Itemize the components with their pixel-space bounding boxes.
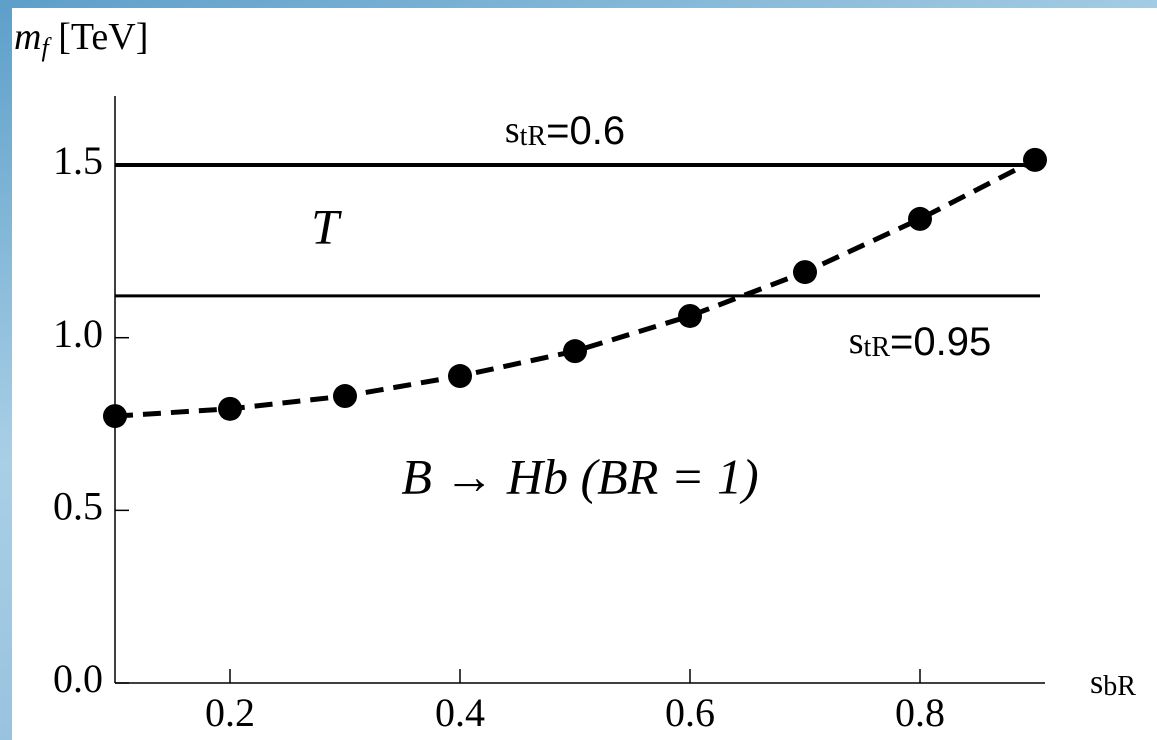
annotation: B → Hb (BR = 1) [401, 448, 758, 504]
annotation: T [311, 198, 342, 254]
label-symbol: s [505, 109, 520, 151]
x-tick-label: 0.6 [665, 690, 715, 735]
data-point [678, 303, 702, 328]
y-axis-label: mf [TeV] [14, 16, 148, 62]
label-subscript: tR [864, 332, 891, 363]
y-tick-label: 1.0 [53, 311, 103, 356]
label-text: =0.6 [546, 109, 625, 153]
plot-background [12, 8, 1157, 740]
x-tick-label: 0.8 [895, 690, 945, 735]
label-symbol: s [849, 320, 864, 362]
y-tick-label: 0.5 [53, 484, 103, 529]
data-point [103, 404, 127, 429]
data-point [908, 206, 932, 231]
data-point [333, 384, 357, 409]
x-axis-label: sbR [1090, 664, 1136, 703]
data-point [1023, 147, 1047, 172]
data-point [218, 396, 242, 421]
label-subscript: tR [520, 121, 547, 152]
data-point [448, 364, 472, 389]
y-tick-label: 1.5 [53, 138, 103, 183]
label-text: =0.95 [890, 319, 991, 363]
data-point [793, 260, 817, 285]
x-tick-label: 0.4 [435, 690, 485, 735]
y-tick-label: 0.0 [53, 656, 103, 701]
data-point [563, 339, 587, 364]
reference-label: stR=0.6 [505, 109, 625, 153]
x-tick-label: 0.2 [205, 690, 255, 735]
reference-label: stR=0.95 [849, 319, 991, 363]
